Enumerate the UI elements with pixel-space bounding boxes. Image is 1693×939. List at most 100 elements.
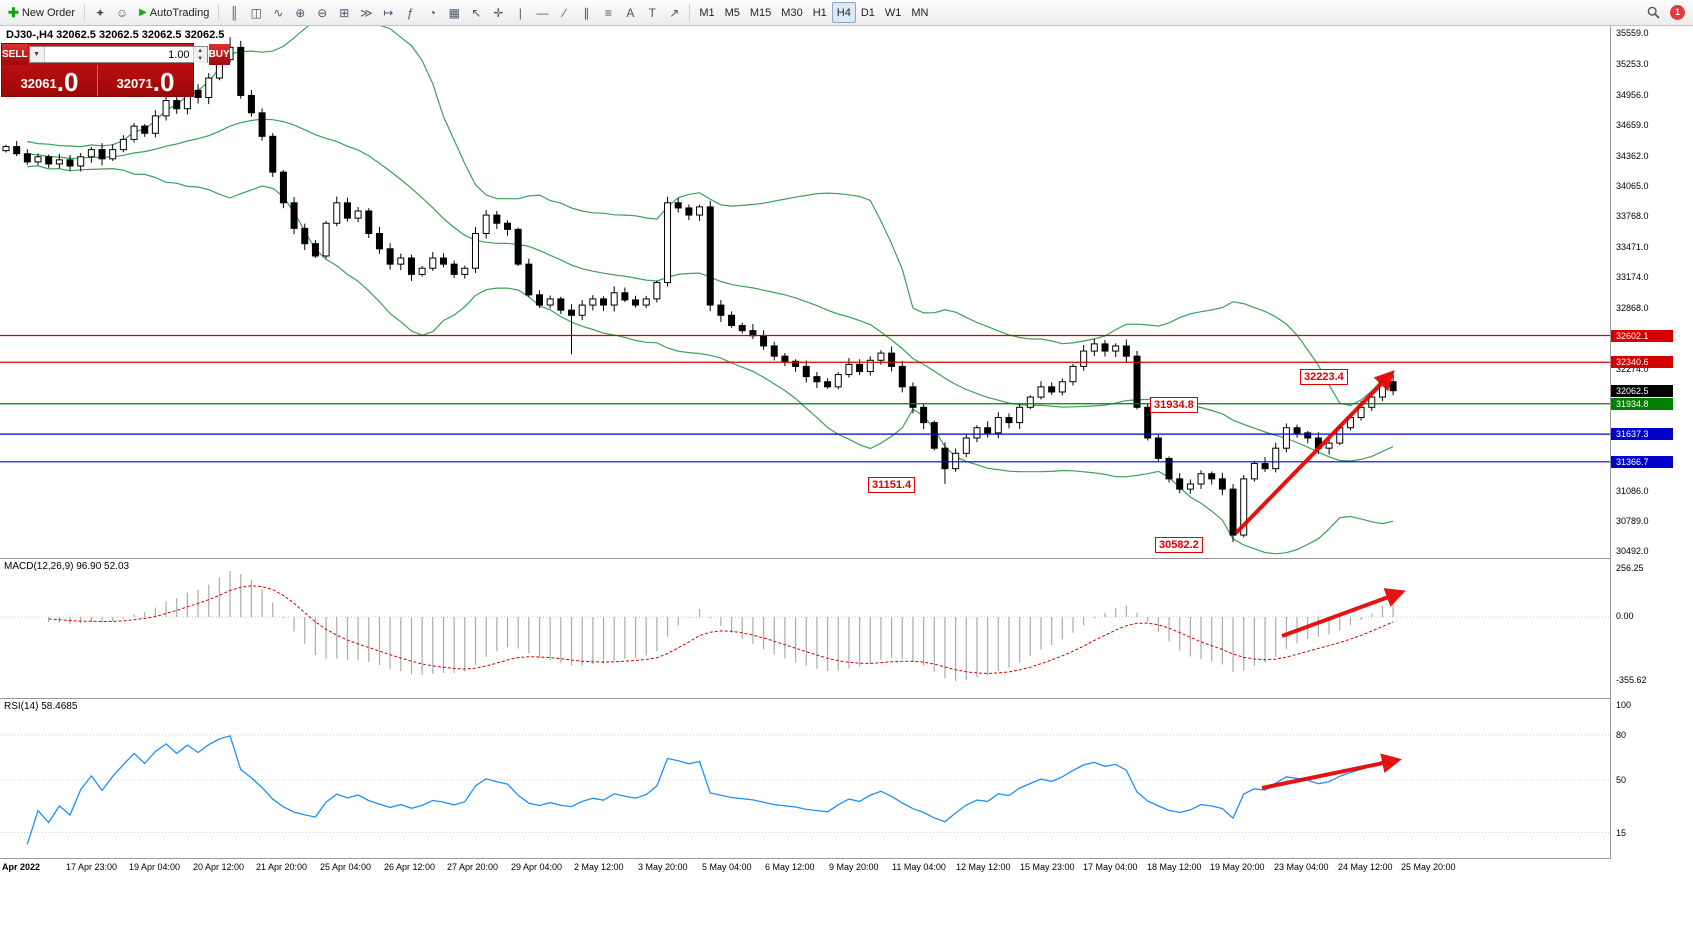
time-label: 12 May 12:00 (956, 862, 1011, 872)
timeframe-m30-button[interactable]: M30 (776, 2, 807, 23)
text-button[interactable]: A (619, 2, 641, 23)
volume-input[interactable] (44, 47, 193, 62)
timeframe-group: M1 M5 M15 M30 H1 H4 D1 W1 MN (694, 2, 933, 23)
arrows-button[interactable]: ↗ (663, 2, 685, 23)
rsi-scale-label: 50 (1616, 775, 1627, 785)
volume-stepper: ▲ ▼ (192, 47, 207, 63)
price-tick: 34956.0 (1616, 90, 1649, 100)
time-label: Apr 2022 (2, 862, 41, 872)
price-scale[interactable]: 35559.0 35253.0 34956.0 34659.0 34362.0 34065… (1610, 26, 1693, 859)
macd-scale-label: 256.25 (1616, 563, 1644, 573)
toolbar-separator (218, 4, 220, 21)
alerts-icon: ✦ (95, 5, 106, 20)
fibonacci-button[interactable]: ≡ (597, 2, 619, 23)
periods-button[interactable]: ◔ (421, 2, 443, 23)
price-tick: 32274.0 (1616, 364, 1649, 374)
chart-shift-button[interactable]: ↦ (377, 2, 399, 23)
timeframe-m15-button[interactable]: M15 (745, 2, 776, 23)
notification-badge[interactable]: 1 (1670, 5, 1685, 20)
price-level-label: 32062.5 (1611, 385, 1673, 397)
text-label-button[interactable]: T (641, 2, 663, 23)
rsi-value: 58.4685 (41, 701, 78, 712)
buy-button[interactable]: BUY (208, 44, 230, 65)
price-annotation[interactable]: 32223.4 (1300, 369, 1348, 385)
auto-scroll-button[interactable]: ≫ (355, 2, 377, 23)
templates-button[interactable]: ▦ (443, 2, 465, 23)
chart-symbol: DJ30-,H4 (6, 29, 54, 41)
alerts-button[interactable]: ✦ (89, 2, 111, 23)
timeframe-m5-button[interactable]: M5 (720, 2, 745, 23)
text-label-icon: T (648, 5, 656, 20)
community-button[interactable]: ☺ (111, 2, 133, 23)
timeframe-mn-button[interactable]: MN (906, 2, 933, 23)
indicators-button[interactable]: ƒ (399, 2, 421, 23)
time-axis-separator (0, 858, 1693, 859)
text-icon: A (626, 5, 635, 20)
price-tick: 33174.0 (1616, 272, 1649, 282)
price-tick: 30789.0 (1616, 516, 1649, 526)
trendline-button[interactable]: ∕ (553, 2, 575, 23)
main-chart-canvas[interactable] (0, 26, 1610, 558)
horizontal-line-button[interactable]: — (531, 2, 553, 23)
timeframe-h4-button[interactable]: H4 (831, 2, 856, 23)
time-label: 18 May 12:00 (1147, 862, 1202, 872)
zoom-out-button[interactable]: ⊖ (311, 2, 333, 23)
price-annotation[interactable]: 31934.8 (1150, 397, 1198, 413)
bar-chart-button[interactable]: ║ (223, 2, 245, 23)
buy-price-frac: .0 (152, 67, 175, 97)
autotrading-button[interactable]: ▶ AutoTrading (134, 2, 214, 23)
rsi-scale-label: 80 (1616, 730, 1627, 740)
buy-price[interactable]: 32071 .0 (98, 65, 193, 96)
arrows-icon: ↗ (669, 5, 680, 20)
rsi-label: RSI(14) 58.4685 (4, 701, 77, 712)
zoom-out-icon: ⊖ (317, 5, 328, 20)
time-label: 20 Apr 12:00 (193, 862, 245, 872)
timeframe-w1-button[interactable]: W1 (880, 2, 907, 23)
vertical-line-icon: | (518, 5, 522, 20)
price-tick: 34362.0 (1616, 151, 1649, 161)
volume-dropdown-icon[interactable]: ▼ (29, 47, 45, 62)
horizontal-line-icon: — (536, 5, 549, 20)
candlestick-chart-button[interactable]: ◫ (245, 2, 267, 23)
time-axis[interactable]: Apr 2022 17 Apr 23:00 19 Apr 04:00 20 Apr 1… (0, 859, 1610, 877)
volume-up-icon[interactable]: ▲ (193, 47, 207, 55)
crosshair-button[interactable]: ✛ (487, 2, 509, 23)
macd-label: MACD(12,26,9) 96.90 52.03 (4, 561, 129, 572)
macd-name: MACD(12,26,9) (4, 561, 74, 572)
panel-separator[interactable] (0, 558, 1693, 559)
price-level-label: 31366.7 (1611, 456, 1673, 468)
tile-windows-icon: ⊞ (339, 5, 350, 20)
cursor-button[interactable]: ↖ (465, 2, 487, 23)
price-annotation[interactable]: 30582.2 (1155, 537, 1203, 553)
search-icon (1647, 6, 1660, 19)
line-chart-icon: ∿ (273, 5, 284, 20)
vertical-line-button[interactable]: | (509, 2, 531, 23)
time-label: 5 May 04:00 (702, 862, 752, 872)
trendline-icon: ∕ (563, 5, 566, 20)
time-label: 6 May 12:00 (765, 862, 815, 872)
bar-chart-icon: ║ (230, 5, 239, 20)
line-chart-button[interactable]: ∿ (267, 2, 289, 23)
sell-button[interactable]: SELL (2, 44, 28, 65)
candlestick-chart-icon: ◫ (250, 5, 262, 20)
timeframe-h1-button[interactable]: H1 (808, 2, 832, 23)
cursor-icon: ↖ (471, 5, 482, 20)
panel-separator[interactable] (0, 698, 1693, 699)
time-label: 26 Apr 12:00 (384, 862, 436, 872)
tile-windows-button[interactable]: ⊞ (333, 2, 355, 23)
timeframe-d1-button[interactable]: D1 (856, 2, 880, 23)
volume-down-icon[interactable]: ▼ (193, 55, 207, 63)
price-annotation[interactable]: 31151.4 (868, 477, 916, 493)
search-button[interactable] (1642, 2, 1664, 23)
rsi-panel-canvas[interactable] (0, 698, 1610, 858)
zoom-in-button[interactable]: ⊕ (289, 2, 311, 23)
sell-price[interactable]: 32061 .0 (2, 65, 98, 96)
price-level-label: 31637.3 (1611, 428, 1673, 440)
macd-panel-canvas[interactable] (0, 558, 1610, 698)
equidistant-channel-button[interactable]: ∥ (575, 2, 597, 23)
indicators-icon: ƒ (406, 5, 414, 20)
new-order-button[interactable]: ✚ New Order (3, 2, 80, 23)
rsi-scale-label: 100 (1616, 700, 1632, 710)
timeframe-m1-button[interactable]: M1 (694, 2, 719, 23)
time-label: 23 May 04:00 (1274, 862, 1329, 872)
